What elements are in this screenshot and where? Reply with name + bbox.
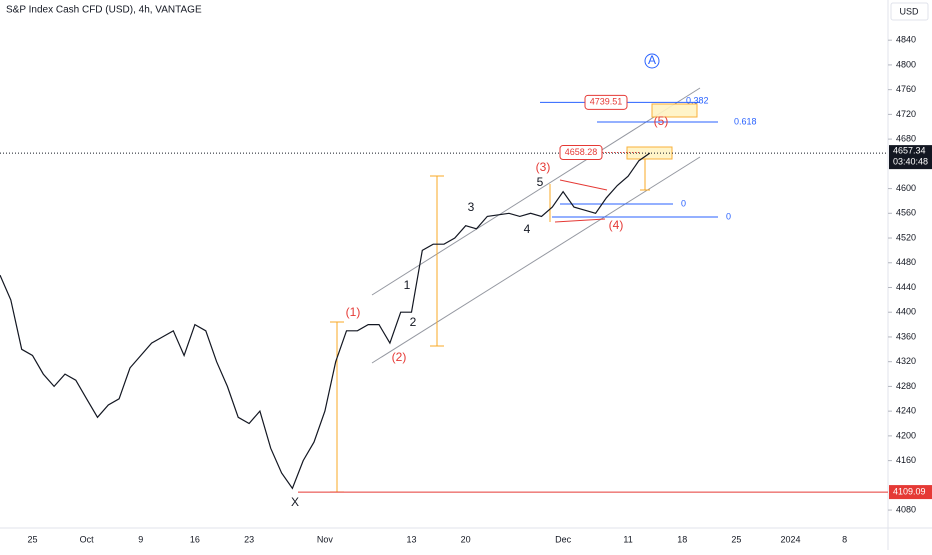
- wave-label: 0.382: [686, 95, 709, 105]
- measure: [330, 156, 650, 493]
- last-price-box: [889, 145, 932, 170]
- y-tick-label: 4600: [896, 183, 916, 193]
- wave-label: 0.618: [734, 116, 757, 126]
- x-tick-label: 23: [244, 534, 254, 544]
- y-tick-label: 4520: [896, 232, 916, 242]
- wave-label: 0: [726, 211, 731, 221]
- y-tick-label: 4240: [896, 406, 916, 416]
- y-tick-label: 4720: [896, 109, 916, 119]
- x-tick-label: 11: [623, 534, 632, 544]
- wave-label: 3: [468, 200, 475, 214]
- wave-label: (2): [392, 350, 407, 364]
- wave-label: X: [291, 495, 299, 509]
- target-label: 4658.28: [565, 147, 598, 157]
- x-tick-label: 25: [27, 534, 37, 544]
- countdown-label: 03:40:48: [893, 156, 928, 166]
- y-tick-label: 4680: [896, 133, 916, 143]
- y-tick-label: 4800: [896, 59, 916, 69]
- wave-label: 5: [537, 175, 544, 189]
- x-tick-label: 8: [842, 534, 847, 544]
- x-tick-label: 2024: [781, 534, 801, 544]
- channel-lower: [371, 156, 701, 364]
- x-tick-label: 18: [677, 534, 687, 544]
- target-label: 4739.51: [590, 97, 623, 107]
- y-tick-label: 4080: [896, 504, 916, 514]
- wave-label: A: [648, 53, 656, 67]
- wave-label: (5): [654, 114, 669, 128]
- wave-label: 4: [524, 222, 531, 236]
- y-tick-label: 4160: [896, 455, 916, 465]
- triangle-line: [559, 179, 608, 191]
- x-tick-label: Dec: [555, 534, 572, 544]
- y-tick-label: 4280: [896, 381, 916, 391]
- chart-title: S&P Index Cash CFD (USD), 4h, VANTAGE: [6, 5, 202, 16]
- y-tick-label: 4360: [896, 331, 916, 341]
- y-tick-label: 4760: [896, 84, 916, 94]
- wave-label: (1): [346, 305, 361, 319]
- y-tick-label: 4320: [896, 356, 916, 366]
- low-level-box: [889, 485, 932, 500]
- target-label-box: [584, 94, 628, 110]
- last-price-label: 4657.34: [893, 145, 926, 155]
- x-tick-label: 16: [190, 534, 200, 544]
- target-box: [651, 103, 698, 118]
- x-tick-label: Nov: [317, 534, 334, 544]
- wave-circle: [644, 53, 660, 69]
- y-tick-label: 4480: [896, 257, 916, 267]
- y-tick-label: 4400: [896, 307, 916, 317]
- triangle-line: [554, 218, 606, 223]
- x-tick-label: 20: [461, 534, 471, 544]
- x-tick-label: Oct: [80, 534, 95, 544]
- wave-label: 1: [404, 278, 411, 292]
- low-level-label: 4109.09: [893, 486, 926, 496]
- wave-label: 2: [410, 315, 417, 329]
- wave-label: (3): [536, 160, 551, 174]
- y-tick-label: 4840: [896, 35, 916, 45]
- y-tick-label: 4560: [896, 208, 916, 218]
- y-tick-label: 4200: [896, 430, 916, 440]
- x-tick-label: 13: [407, 534, 417, 544]
- wave-label: 0: [681, 198, 686, 208]
- wave-label: (4): [609, 218, 624, 232]
- x-tick-label: 25: [731, 534, 741, 544]
- x-tick-label: 9: [138, 534, 143, 544]
- price-line: [0, 152, 651, 490]
- currency[interactable]: USD: [899, 6, 919, 16]
- y-tick-label: 4440: [896, 282, 916, 292]
- currency-button[interactable]: [890, 2, 929, 21]
- target-label-box: [559, 145, 603, 161]
